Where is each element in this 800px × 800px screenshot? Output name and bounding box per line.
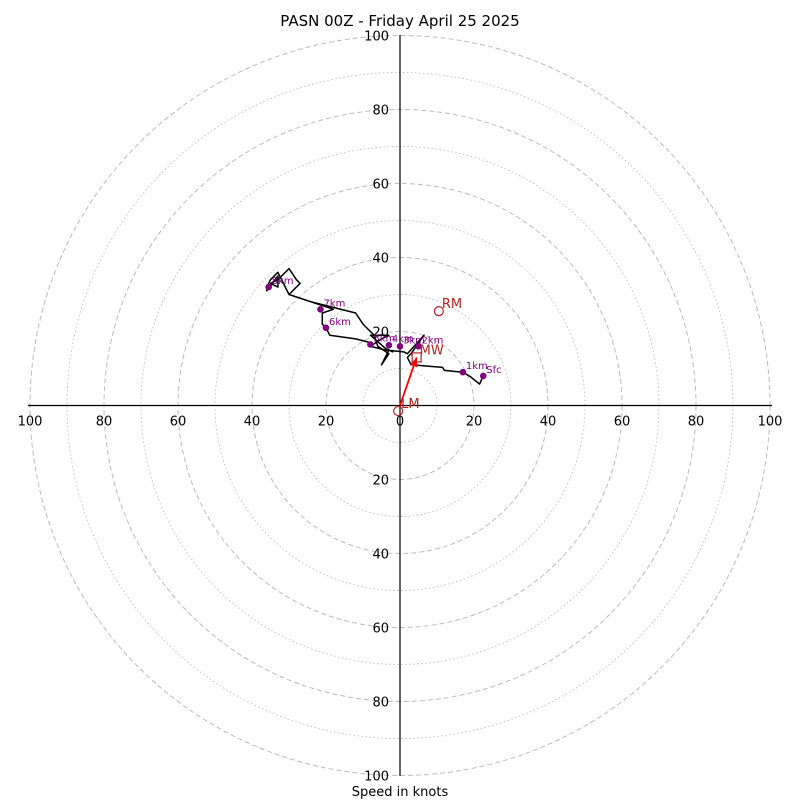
- x-axis-label: Speed in knots: [352, 785, 449, 800]
- hodograph-trace-line: [266, 267, 484, 385]
- x-tick-label: 100: [758, 415, 783, 430]
- height-marker-label: 1km: [466, 361, 488, 372]
- storm-motion-label: MW: [420, 343, 444, 358]
- height-marker-dot: [265, 283, 272, 291]
- y-tick-label: 100: [364, 30, 389, 45]
- height-marker-dot: [396, 343, 404, 350]
- x-tick-label: 80: [96, 415, 113, 430]
- height-marker-label: 8km: [272, 276, 294, 287]
- height-marker-dot: [415, 343, 422, 350]
- storm-motion-markers: RM LM MW: [393, 297, 462, 417]
- x-tick-label: 20: [318, 415, 335, 430]
- y-tick-label: 20: [372, 474, 389, 489]
- height-marker-dot: [479, 372, 487, 380]
- left-mover-marker: [393, 405, 404, 417]
- y-tick-label: 100: [364, 770, 389, 785]
- height-marker-label: 5km: [373, 333, 395, 344]
- y-tick-label: 60: [372, 622, 389, 637]
- y-tick-label: 40: [372, 252, 389, 267]
- y-tick-label: 80: [372, 104, 389, 119]
- x-tick-label: 60: [170, 415, 187, 430]
- storm-motion-label: LM: [401, 397, 419, 412]
- y-tick-label: 40: [372, 548, 389, 563]
- x-tick-label: 40: [540, 415, 557, 430]
- height-marker-label: 3km: [403, 335, 425, 346]
- height-marker-label: 2km: [422, 335, 444, 346]
- storm-motion-label: RM: [442, 297, 462, 312]
- axis-tick-labels: 2020202040404040606060608080808010010010…: [18, 30, 783, 785]
- height-marker-dot: [385, 341, 393, 349]
- y-tick-label: 80: [372, 696, 389, 711]
- height-marker-dot: [459, 368, 467, 376]
- mean-wind-marker: [411, 352, 422, 363]
- chart-title: PASN 00Z - Friday April 25 2025: [280, 12, 519, 30]
- height-marker-dot: [322, 324, 330, 332]
- x-tick-label: 40: [244, 415, 261, 430]
- height-marker-label: Sfc: [486, 365, 501, 376]
- y-tick-label: 60: [372, 178, 389, 193]
- x-tick-label: 100: [18, 415, 43, 430]
- x-tick-label: 60: [614, 415, 631, 430]
- height-marker-label: 7km: [323, 298, 345, 309]
- height-marker-dot: [317, 306, 324, 313]
- x-tick-label: 80: [688, 415, 705, 430]
- right-mover-marker: [433, 306, 444, 317]
- height-marker-dot: [367, 341, 374, 348]
- wind-trace: [266, 267, 484, 385]
- origin-tick-label: 0: [396, 415, 404, 430]
- height-marker-label: 6km: [329, 317, 351, 328]
- x-tick-label: 20: [466, 415, 483, 430]
- height-marker-label: 4km: [392, 334, 414, 345]
